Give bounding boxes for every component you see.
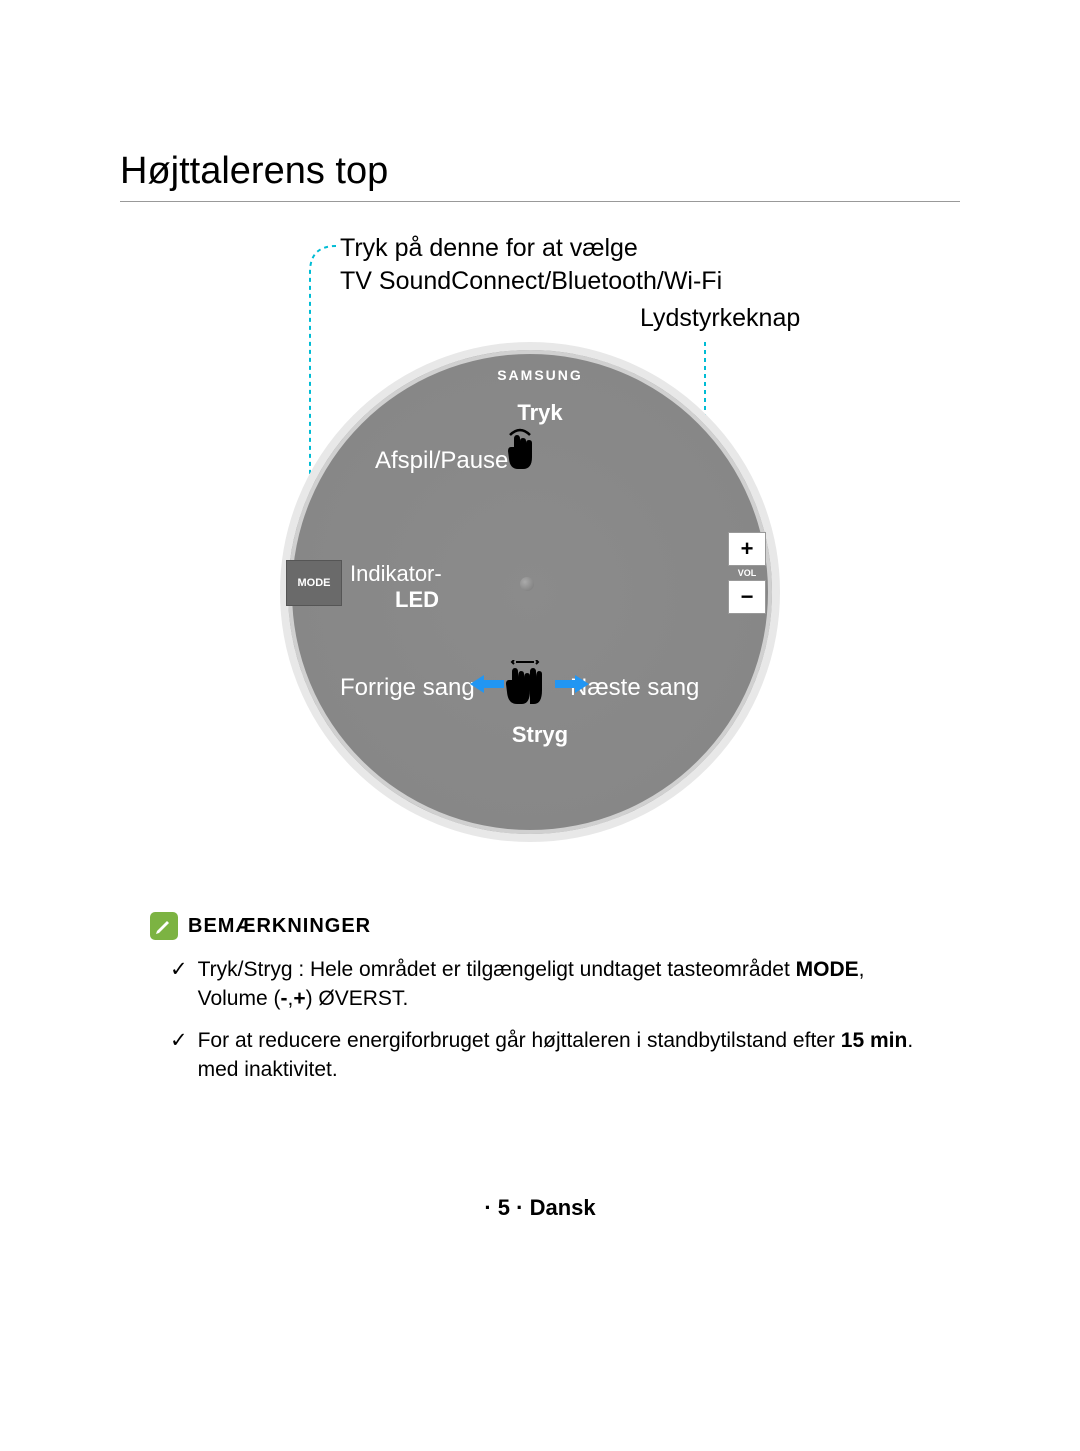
volume-down-button[interactable]: −: [728, 580, 766, 614]
check-icon: ✓: [170, 955, 188, 1014]
led-label: LED: [395, 587, 439, 613]
samsung-logo: SAMSUNG: [497, 367, 583, 383]
notes-section: BEMÆRKNINGER ✓ Tryk/Stryg : Hele området…: [120, 912, 960, 1085]
mode-button[interactable]: MODE: [286, 560, 342, 606]
tap-label: Tryk: [517, 400, 562, 426]
note-item: ✓ For at reducere energiforbruget går hø…: [150, 1026, 930, 1085]
volume-button-group: + VOL −: [728, 532, 766, 614]
note-text: Tryk/Stryg : Hele området er tilgængelig…: [198, 955, 930, 1014]
volume-knob-label: Lydstyrkeknap: [640, 304, 800, 333]
indicator-label: Indikator-: [350, 562, 442, 586]
play-pause-label: Afspil/Pause: [375, 447, 508, 475]
swipe-hand-icon: [500, 660, 550, 710]
speaker-diagram: Tryk på denne for at vælge TV SoundConne…: [150, 232, 930, 872]
swipe-right-arrow-icon: [555, 675, 589, 693]
swipe-left-arrow-icon: [470, 675, 504, 693]
mode-desc-line1: Tryk på denne for at vælge: [340, 234, 638, 262]
note-item: ✓ Tryk/Stryg : Hele området er tilgængel…: [150, 955, 930, 1014]
indicator-led: [520, 577, 534, 591]
volume-up-button[interactable]: +: [728, 532, 766, 566]
mode-description: Tryk på denne for at vælge TV SoundConne…: [340, 232, 722, 297]
tap-hand-icon: [500, 427, 540, 477]
previous-song-label: Forrige sang: [340, 674, 475, 702]
page-title: Højttalerens top: [120, 150, 960, 202]
volume-label: VOL: [728, 566, 766, 580]
mode-desc-line2: TV SoundConnect/Bluetooth/Wi-Fi: [340, 267, 722, 295]
swipe-label: Stryg: [512, 722, 568, 748]
notes-heading: BEMÆRKNINGER: [188, 915, 371, 938]
next-song-label: Næste sang: [570, 674, 699, 702]
notes-icon: [150, 912, 178, 940]
page-footer: · 5 · Dansk: [484, 1195, 595, 1221]
note-text: For at reducere energiforbruget går højt…: [198, 1026, 930, 1085]
check-icon: ✓: [170, 1026, 188, 1085]
